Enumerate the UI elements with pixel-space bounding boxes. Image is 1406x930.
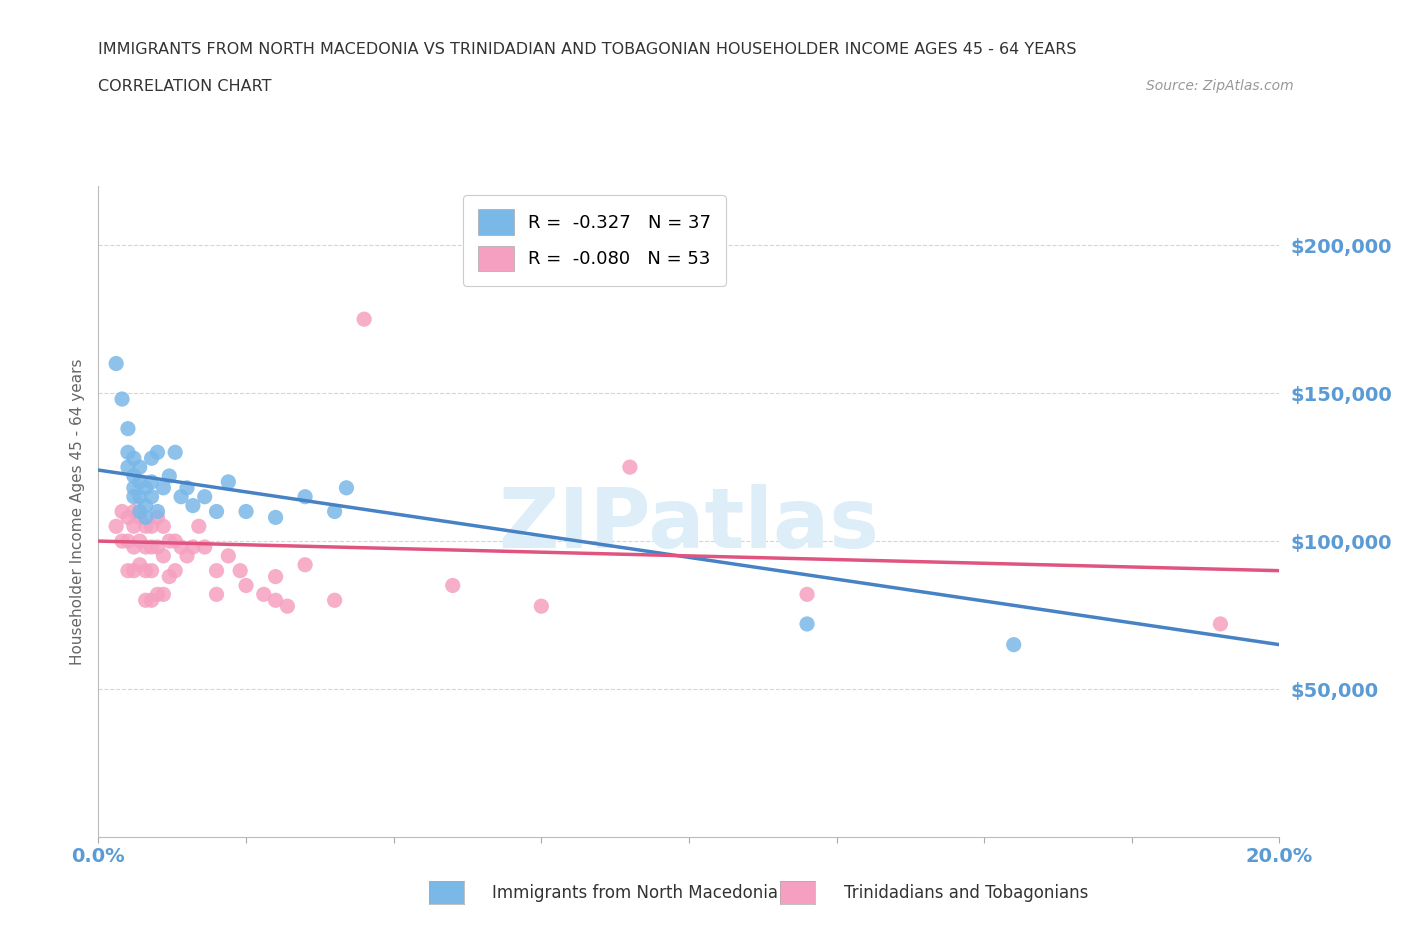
Point — [141, 592, 163, 607]
Point — [122, 489, 145, 504]
Point — [1209, 617, 1232, 631]
Text: Trinidadians and Tobagonians: Trinidadians and Tobagonians — [844, 884, 1088, 902]
Point — [205, 587, 228, 602]
Point — [122, 539, 145, 554]
Point — [135, 510, 157, 525]
Point — [141, 539, 163, 554]
Point — [135, 592, 157, 607]
Point — [157, 569, 180, 584]
Point — [441, 578, 464, 593]
Point — [264, 592, 287, 607]
Point — [353, 312, 375, 326]
Point — [253, 587, 276, 602]
Point — [165, 534, 187, 549]
Point — [294, 557, 316, 572]
Text: Source: ZipAtlas.com: Source: ZipAtlas.com — [1146, 79, 1294, 93]
Point — [135, 498, 157, 513]
Text: ZIPatlas: ZIPatlas — [499, 484, 879, 565]
Point — [122, 564, 145, 578]
Point — [122, 519, 145, 534]
Point — [323, 592, 346, 607]
Point — [165, 445, 187, 459]
Point — [170, 489, 193, 504]
Point — [141, 451, 163, 466]
Point — [176, 549, 198, 564]
Point — [128, 534, 150, 549]
Point — [111, 392, 134, 406]
Point — [135, 539, 157, 554]
Point — [264, 569, 287, 584]
Point — [217, 474, 239, 489]
Point — [530, 599, 553, 614]
Point — [105, 519, 128, 534]
Point — [128, 504, 150, 519]
Point — [294, 489, 316, 504]
Point — [146, 504, 169, 519]
Point — [122, 504, 145, 519]
Point — [157, 469, 180, 484]
Point — [235, 578, 257, 593]
Point — [146, 539, 169, 554]
Y-axis label: Householder Income Ages 45 - 64 years: Householder Income Ages 45 - 64 years — [69, 358, 84, 665]
Point — [165, 564, 187, 578]
Point — [181, 498, 204, 513]
Point — [276, 599, 298, 614]
Point — [335, 481, 357, 496]
Point — [157, 534, 180, 549]
Point — [146, 587, 169, 602]
Point — [187, 519, 209, 534]
Point — [264, 510, 287, 525]
Point — [117, 459, 139, 474]
Legend: R =  -0.327   N = 37, R =  -0.080   N = 53: R = -0.327 N = 37, R = -0.080 N = 53 — [463, 195, 725, 286]
Point — [111, 534, 134, 549]
Point — [194, 539, 217, 554]
Text: CORRELATION CHART: CORRELATION CHART — [98, 79, 271, 94]
Point — [117, 534, 139, 549]
Point — [194, 489, 217, 504]
Point — [619, 459, 641, 474]
Point — [135, 564, 157, 578]
Point — [135, 519, 157, 534]
Point — [796, 587, 818, 602]
Point — [128, 489, 150, 504]
Point — [141, 519, 163, 534]
Point — [152, 587, 174, 602]
Point — [128, 557, 150, 572]
Point — [205, 564, 228, 578]
Point — [176, 481, 198, 496]
Point — [152, 481, 174, 496]
Point — [1002, 637, 1025, 652]
Point — [117, 421, 139, 436]
Point — [122, 481, 145, 496]
Point — [170, 539, 193, 554]
Text: IMMIGRANTS FROM NORTH MACEDONIA VS TRINIDADIAN AND TOBAGONIAN HOUSEHOLDER INCOME: IMMIGRANTS FROM NORTH MACEDONIA VS TRINI… — [98, 42, 1077, 57]
Point — [105, 356, 128, 371]
Point — [796, 617, 818, 631]
Point — [217, 549, 239, 564]
Point — [117, 564, 139, 578]
Point — [117, 510, 139, 525]
Point — [235, 504, 257, 519]
Text: Immigrants from North Macedonia: Immigrants from North Macedonia — [492, 884, 778, 902]
Point — [152, 519, 174, 534]
Point — [323, 504, 346, 519]
Point — [128, 459, 150, 474]
Point — [181, 539, 204, 554]
Point — [141, 564, 163, 578]
Point — [128, 510, 150, 525]
Point — [146, 510, 169, 525]
Point — [135, 481, 157, 496]
Point — [111, 504, 134, 519]
Point — [229, 564, 252, 578]
Point — [146, 445, 169, 459]
Point — [152, 549, 174, 564]
Point — [141, 474, 163, 489]
Point — [117, 445, 139, 459]
Point — [141, 489, 163, 504]
Point — [128, 474, 150, 489]
Point — [122, 451, 145, 466]
Point — [205, 504, 228, 519]
Point — [122, 469, 145, 484]
